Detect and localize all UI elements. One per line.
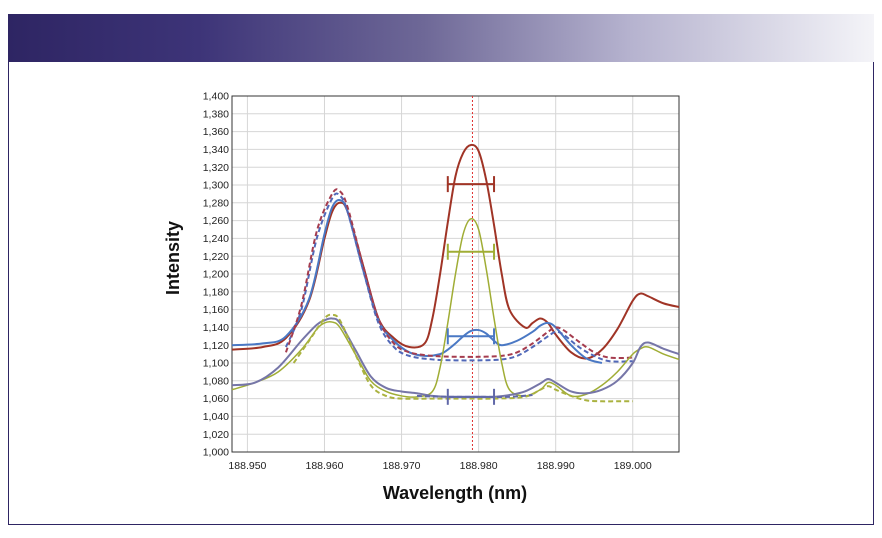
y-tick-label: 1,400 [203, 91, 229, 103]
y-axis-title: Intensity [163, 221, 183, 295]
error-bar [446, 176, 496, 193]
x-tick-label: 188.990 [537, 460, 575, 472]
y-tick-label: 1,200 [203, 269, 229, 281]
y-tick-label: 1,300 [203, 180, 229, 192]
y-tick-label: 1,360 [203, 126, 229, 138]
series-line-green-solid [231, 217, 680, 398]
error-bars [446, 176, 496, 405]
header-banner [8, 14, 874, 62]
y-tick-label: 1,260 [203, 215, 229, 227]
y-tick-label: 1,340 [203, 144, 229, 156]
x-tick-label: 188.960 [305, 460, 343, 472]
error-bar [446, 243, 496, 260]
series-line-blue-dashed [285, 192, 633, 363]
x-tick-label: 189.000 [614, 460, 652, 472]
series-line-slate-dashed [416, 394, 533, 398]
x-tick-label: 188.950 [228, 460, 266, 472]
series-line-blue-solid [231, 199, 603, 364]
y-tick-label: 1,140 [203, 322, 229, 334]
y-tick-label: 1,040 [203, 411, 229, 423]
y-tick-label: 1,220 [203, 251, 229, 263]
series-line-red-dashed [284, 188, 633, 360]
y-tick-label: 1,280 [203, 197, 229, 209]
y-tick-label: 1,120 [203, 340, 229, 352]
y-tick-labels: 1,000 1,020 1,040 1,060 1,080 1,100 1,120 1,140… [203, 91, 229, 459]
y-tick-label: 1,240 [203, 233, 229, 245]
series-line-yellow-green-dashed [292, 313, 633, 403]
x-tick-labels: 188.950 188.960 188.970 188.980 188.990 189.0… [228, 460, 651, 472]
x-gridlines [246, 96, 634, 452]
y-tick-label: 1,080 [203, 375, 229, 387]
plot-border [231, 95, 680, 453]
x-tick-label: 188.980 [460, 460, 498, 472]
y-tick-label: 1,020 [203, 429, 229, 441]
y-tick-label: 1,320 [203, 162, 229, 174]
x-axis-title: Wavelength (nm) [383, 483, 527, 503]
error-bar [446, 328, 496, 345]
series-line-dark-red-solid [231, 143, 680, 360]
y-tick-label: 1,000 [203, 447, 229, 459]
y-tick-label: 1,180 [203, 286, 229, 298]
y-tick-label: 1,380 [203, 108, 229, 120]
y-tick-label: 1,060 [203, 393, 229, 405]
y-tick-label: 1,100 [203, 358, 229, 370]
error-bar [446, 388, 496, 405]
y-tick-label: 1,160 [203, 304, 229, 316]
x-tick-label: 188.970 [383, 460, 421, 472]
